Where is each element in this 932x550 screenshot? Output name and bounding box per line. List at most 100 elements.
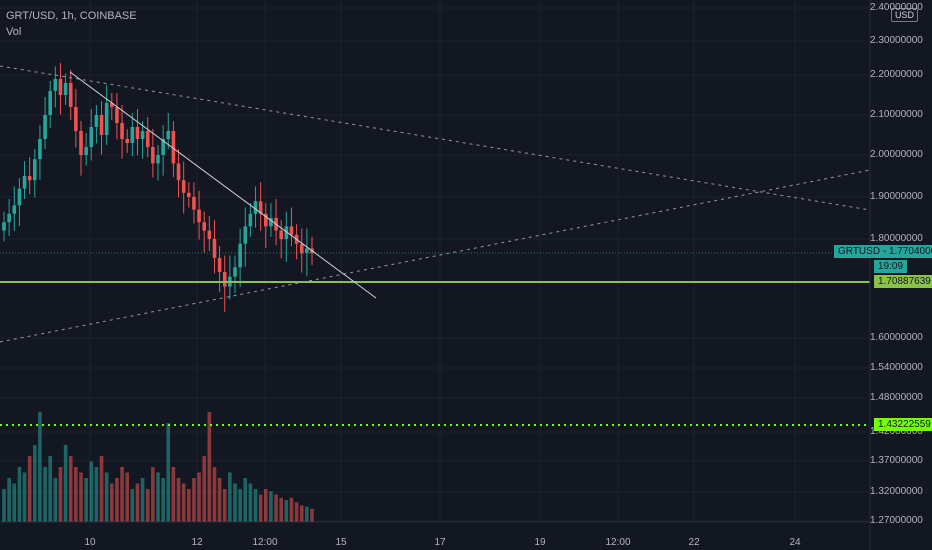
volume-bar xyxy=(120,467,124,522)
candle-body xyxy=(48,91,52,115)
volume-bar xyxy=(94,467,99,522)
volume-bar xyxy=(187,489,191,522)
candle-body xyxy=(248,213,253,227)
currency-button[interactable]: USD xyxy=(890,8,918,22)
volume-bar xyxy=(140,478,145,522)
volume-bar xyxy=(130,489,135,522)
time-axis-label: 22 xyxy=(688,537,700,548)
volume-bar xyxy=(294,502,299,522)
candle-body xyxy=(125,139,129,143)
lower-trend-line xyxy=(0,169,871,343)
time-axis-label: 19 xyxy=(534,537,546,548)
price-axis-label: 2.40000000 xyxy=(870,2,923,13)
candle-body xyxy=(130,127,135,143)
candle-body xyxy=(156,155,160,164)
price-axis-label: 2.30000000 xyxy=(870,35,923,46)
time-axis-label: 24 xyxy=(789,537,801,548)
volume-bar xyxy=(197,472,201,522)
price-axis-label: 1.54000000 xyxy=(870,362,923,373)
volume-bar xyxy=(176,478,181,522)
candle-body xyxy=(269,218,273,227)
resistance-trend-line xyxy=(69,71,377,299)
candle-body xyxy=(284,226,289,239)
candle-body xyxy=(212,239,217,258)
volume-bar xyxy=(74,467,78,522)
volume-bar xyxy=(63,445,68,522)
candle-body xyxy=(145,131,150,147)
volume-bar xyxy=(68,456,73,522)
price-axis-label: 2.10000000 xyxy=(870,109,923,120)
candle-body xyxy=(166,131,171,139)
volume-bar xyxy=(289,497,294,522)
candle-body xyxy=(140,131,145,139)
volume-bar xyxy=(279,497,283,522)
candle-body xyxy=(53,79,58,91)
volume-bar xyxy=(192,478,196,522)
volume-bar xyxy=(33,445,37,522)
volume-bar xyxy=(38,412,42,522)
price-axis-label: 1.42000000 xyxy=(870,426,923,437)
candle-body xyxy=(171,131,176,164)
volume-bar xyxy=(53,478,58,522)
volume-bar xyxy=(274,494,278,522)
volume-bar xyxy=(248,483,253,522)
candle-body xyxy=(151,147,155,164)
price-axis-label: 1.80000000 xyxy=(870,233,923,244)
candle-body xyxy=(207,230,212,239)
candle-body xyxy=(79,131,83,155)
candle-body xyxy=(17,188,22,206)
volume-bar xyxy=(161,478,165,522)
volume-bar xyxy=(99,456,104,522)
support-level-tag: 1.70887639 xyxy=(874,275,932,288)
volume-bar xyxy=(22,472,27,522)
time-axis-label: 12:00 xyxy=(252,537,278,548)
candle-body xyxy=(243,226,248,244)
volume-bar xyxy=(228,472,232,522)
volume-bar xyxy=(7,478,11,522)
price-axis-label: 1.27000000 xyxy=(870,515,923,526)
price-axis-label: 1.90000000 xyxy=(870,191,923,202)
volume-bar xyxy=(84,478,88,522)
volume-bar xyxy=(305,506,309,522)
candle-body xyxy=(202,222,206,231)
current-price-value: 1.77040000 xyxy=(888,246,932,257)
candle-body xyxy=(12,205,17,214)
candle-body xyxy=(253,201,258,214)
volume-label: Vol xyxy=(6,26,22,38)
volume-bar xyxy=(264,489,268,522)
volume-bar xyxy=(212,467,217,522)
current-price-tag: GRTUSD - 1.77040000 xyxy=(834,245,932,258)
candle-body xyxy=(258,201,263,214)
candle-body xyxy=(192,197,196,210)
candle-body xyxy=(264,213,268,227)
candle-body xyxy=(33,159,37,181)
volume-bar xyxy=(243,478,248,522)
time-axis-label: 15 xyxy=(335,537,347,548)
volume-bar xyxy=(12,483,17,522)
time-axis-label: 12 xyxy=(191,537,203,548)
candle-body xyxy=(74,107,78,131)
candle-body xyxy=(94,115,99,127)
volume-bar xyxy=(233,483,237,522)
volume-bar xyxy=(310,508,314,522)
current-symbol-label: GRTUSD xyxy=(838,246,881,257)
candle-body xyxy=(187,192,191,197)
volume-bar xyxy=(89,461,94,522)
volume-bar xyxy=(207,412,212,522)
candle-body xyxy=(299,243,304,254)
candle-body xyxy=(68,83,73,107)
symbol-title: GRT/USD, 1h, COINBASE xyxy=(6,10,137,22)
volume-bar xyxy=(145,489,150,522)
candle-body xyxy=(63,83,68,95)
candle-body xyxy=(115,107,119,123)
volume-bar xyxy=(104,472,109,522)
price-axis-label: 1.37000000 xyxy=(870,455,923,466)
volume-bar xyxy=(181,483,186,522)
candle-body xyxy=(197,209,201,223)
price-axis-label: 1.60000000 xyxy=(870,332,923,343)
time-axis-label: 17 xyxy=(434,537,446,548)
volume-bar xyxy=(171,467,176,522)
volume-bar xyxy=(43,467,47,522)
